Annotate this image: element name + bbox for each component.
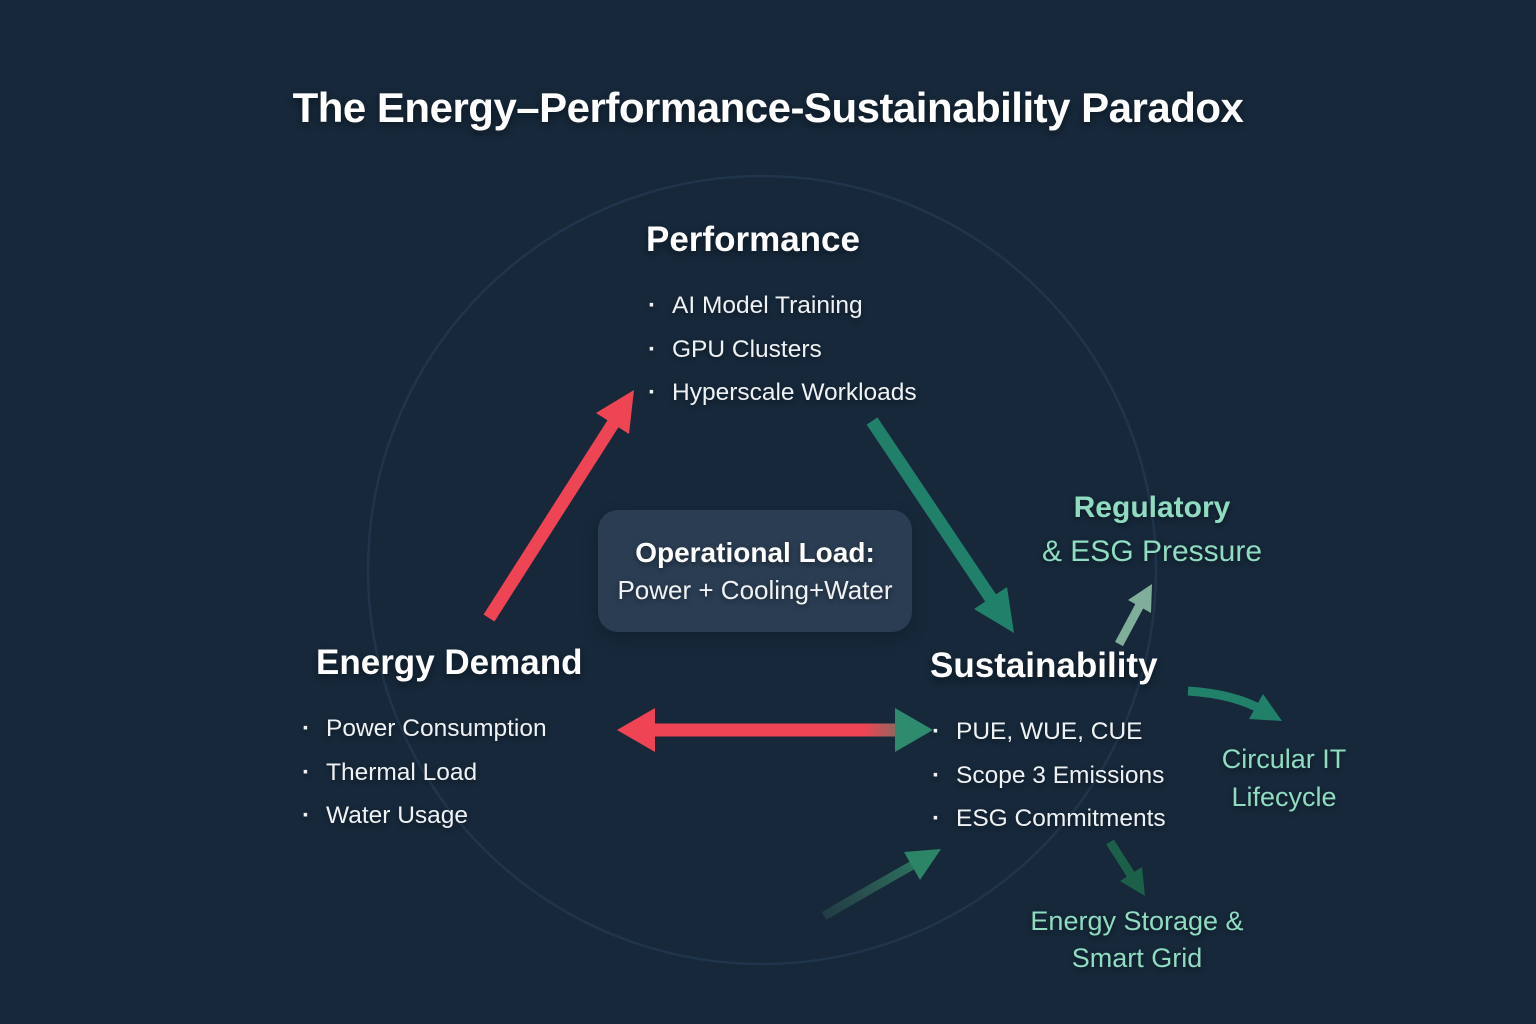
circular-line1: Circular IT [1221, 744, 1347, 774]
circular-line2: Lifecycle [1231, 782, 1337, 812]
node-performance: Performance AI Model Training GPU Cluste… [646, 220, 917, 415]
label-regulatory-esg-pressure: Regulatory & ESG Pressure [1002, 486, 1302, 574]
list-item: Power Consumption [300, 707, 582, 751]
arrow-sustainability-to-circular [1187, 686, 1282, 721]
arrow-energy-sustainability-bidirectional [617, 708, 933, 752]
arrow-sustainability-to-storage [1106, 839, 1145, 896]
list-item: Scope 3 Emissions [930, 754, 1166, 798]
node-energy-demand: Energy Demand Power Consumption Thermal … [300, 643, 582, 838]
list-item: Hyperscale Workloads [646, 371, 917, 415]
performance-list: AI Model Training GPU Clusters Hyperscal… [646, 284, 917, 415]
operational-load-box: Operational Load: Power + Cooling+Water [598, 510, 912, 632]
list-item: ESG Commitments [930, 797, 1166, 841]
arrow-performance-to-sustainability [866, 417, 1014, 633]
storage-line2: Smart Grid [1071, 943, 1203, 973]
arrow-grid-to-sustainability [821, 849, 941, 920]
energy-demand-list: Power Consumption Thermal Load Water Usa… [300, 707, 582, 838]
performance-title: Performance [646, 220, 860, 259]
list-item: GPU Clusters [646, 328, 917, 372]
list-item: PUE, WUE, CUE [930, 710, 1166, 754]
label-energy-storage-smart-grid: Energy Storage & Smart Grid [987, 903, 1287, 977]
arrow-energy-to-performance [483, 390, 634, 622]
operational-load-formula: Power + Cooling+Water [617, 574, 893, 605]
regulatory-line2: & ESG Pressure [1041, 535, 1263, 568]
energy-demand-title: Energy Demand [316, 643, 583, 682]
sustainability-title: Sustainability [930, 646, 1158, 685]
page-title: The Energy–Performance-Sustainability Pa… [292, 84, 1244, 131]
storage-line1: Energy Storage & [1030, 906, 1244, 936]
arrow-sustainability-to-regulatory [1115, 584, 1152, 647]
operational-load-title: Operational Load: [635, 536, 875, 568]
sustainability-list: PUE, WUE, CUE Scope 3 Emissions ESG Comm… [930, 710, 1166, 841]
node-sustainability: Sustainability PUE, WUE, CUE Scope 3 Emi… [930, 646, 1166, 841]
background-circle [366, 174, 1158, 966]
label-circular-it-lifecycle: Circular IT Lifecycle [1184, 740, 1384, 816]
list-item: Water Usage [300, 794, 582, 838]
list-item: Thermal Load [300, 751, 582, 795]
list-item: AI Model Training [646, 284, 917, 328]
regulatory-line1: Regulatory [1073, 491, 1231, 524]
